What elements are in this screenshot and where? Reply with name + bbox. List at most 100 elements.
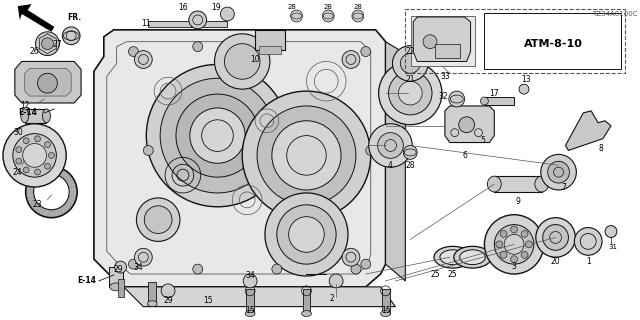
- Polygon shape: [385, 42, 405, 281]
- Circle shape: [147, 64, 289, 207]
- Polygon shape: [445, 106, 494, 142]
- Text: 11: 11: [141, 20, 151, 28]
- Circle shape: [189, 11, 207, 29]
- Circle shape: [145, 206, 172, 234]
- Circle shape: [541, 154, 577, 190]
- Ellipse shape: [381, 311, 390, 316]
- Circle shape: [484, 215, 544, 274]
- Circle shape: [496, 241, 502, 248]
- Text: 15: 15: [381, 306, 390, 315]
- Circle shape: [392, 46, 428, 81]
- Circle shape: [511, 256, 518, 263]
- Polygon shape: [15, 61, 81, 103]
- Bar: [484, 97, 514, 105]
- Circle shape: [190, 108, 245, 163]
- Circle shape: [272, 121, 341, 190]
- Text: 15: 15: [203, 296, 212, 305]
- Circle shape: [277, 205, 336, 264]
- Polygon shape: [18, 4, 54, 32]
- Circle shape: [459, 117, 474, 133]
- Circle shape: [361, 47, 371, 57]
- Circle shape: [160, 78, 275, 193]
- Circle shape: [38, 73, 58, 93]
- Circle shape: [143, 146, 153, 156]
- Circle shape: [378, 133, 403, 158]
- Ellipse shape: [42, 109, 51, 123]
- Circle shape: [521, 252, 528, 258]
- Bar: [25, 109, 47, 123]
- Bar: [148, 21, 227, 27]
- Bar: [381, 289, 390, 314]
- Circle shape: [494, 225, 534, 264]
- Circle shape: [176, 94, 259, 177]
- Circle shape: [225, 44, 260, 79]
- Text: 16: 16: [178, 3, 188, 12]
- Circle shape: [272, 264, 282, 274]
- Ellipse shape: [301, 311, 312, 316]
- Circle shape: [366, 146, 376, 156]
- Circle shape: [35, 169, 40, 175]
- Ellipse shape: [434, 246, 472, 268]
- Text: 4: 4: [388, 161, 393, 170]
- Circle shape: [13, 134, 56, 177]
- Circle shape: [36, 32, 60, 56]
- Ellipse shape: [20, 109, 29, 123]
- Circle shape: [35, 136, 40, 142]
- Bar: [303, 289, 310, 314]
- Text: 6: 6: [462, 151, 467, 160]
- Text: 34: 34: [245, 271, 255, 281]
- Text: 26: 26: [30, 47, 40, 56]
- Circle shape: [525, 241, 532, 248]
- Text: 25: 25: [430, 269, 440, 278]
- Text: TZ34A0100C: TZ34A0100C: [592, 11, 637, 17]
- Bar: [405, 9, 625, 73]
- Circle shape: [379, 61, 442, 125]
- Circle shape: [23, 167, 29, 173]
- Circle shape: [423, 35, 437, 49]
- Circle shape: [543, 225, 568, 250]
- Circle shape: [342, 51, 360, 68]
- Circle shape: [548, 161, 570, 183]
- Text: 30: 30: [13, 128, 22, 137]
- Circle shape: [500, 252, 507, 258]
- Ellipse shape: [535, 176, 548, 192]
- Text: 9: 9: [516, 197, 520, 206]
- Polygon shape: [124, 287, 396, 307]
- Text: FR.: FR.: [67, 13, 81, 22]
- Text: 8: 8: [598, 144, 604, 153]
- Polygon shape: [25, 68, 71, 96]
- Circle shape: [16, 158, 22, 164]
- Circle shape: [115, 261, 127, 273]
- Circle shape: [388, 71, 432, 115]
- Circle shape: [134, 51, 152, 68]
- Circle shape: [45, 142, 51, 148]
- Polygon shape: [94, 30, 385, 287]
- Polygon shape: [412, 16, 474, 67]
- Circle shape: [161, 284, 175, 298]
- Circle shape: [23, 143, 47, 167]
- Circle shape: [605, 226, 617, 237]
- Circle shape: [257, 106, 356, 205]
- Ellipse shape: [460, 250, 485, 265]
- Ellipse shape: [147, 301, 157, 307]
- Circle shape: [352, 10, 364, 22]
- Circle shape: [403, 146, 417, 159]
- Text: ATM-8-10: ATM-8-10: [524, 39, 583, 49]
- Circle shape: [401, 53, 420, 73]
- Bar: [259, 46, 281, 53]
- Circle shape: [342, 248, 360, 266]
- Circle shape: [193, 264, 203, 274]
- Text: 25: 25: [448, 269, 458, 278]
- Circle shape: [511, 226, 518, 233]
- Circle shape: [369, 124, 412, 167]
- Text: 28: 28: [287, 4, 296, 10]
- Text: 28: 28: [353, 4, 362, 10]
- Text: 32: 32: [438, 92, 448, 100]
- Bar: [255, 30, 285, 50]
- Circle shape: [500, 230, 507, 237]
- Circle shape: [129, 47, 138, 57]
- Text: 34: 34: [134, 263, 143, 272]
- Circle shape: [519, 84, 529, 94]
- Circle shape: [265, 193, 348, 276]
- Text: 2: 2: [330, 294, 335, 303]
